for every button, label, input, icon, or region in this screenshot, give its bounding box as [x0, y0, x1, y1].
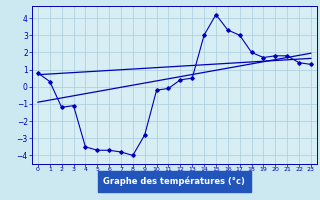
X-axis label: Graphe des températures (°c): Graphe des températures (°c)	[103, 177, 245, 186]
